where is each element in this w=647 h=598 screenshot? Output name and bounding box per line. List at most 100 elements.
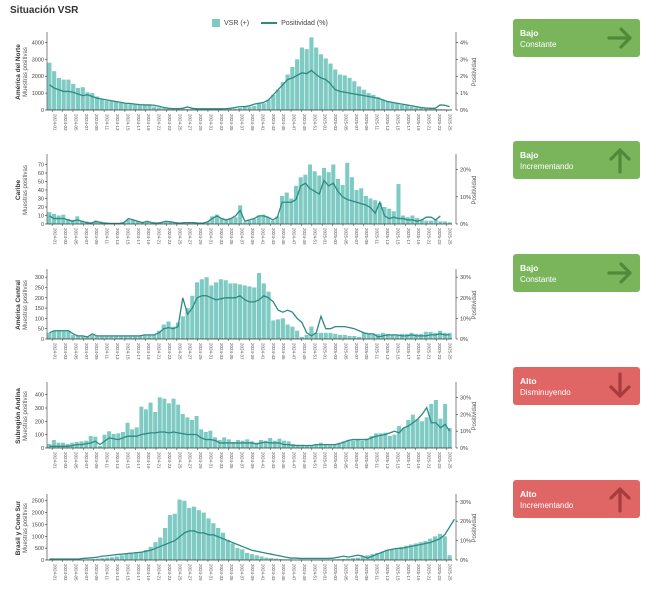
x-tick-label: 2024-03 bbox=[63, 114, 68, 131]
x-tick-label: 2024-07 bbox=[84, 114, 89, 131]
y-tick-label: 300 bbox=[35, 275, 44, 281]
x-tick-label: 2024-37 bbox=[240, 228, 245, 245]
bar bbox=[187, 508, 191, 560]
x-tick-label: 2024-15 bbox=[125, 114, 130, 131]
y-axis-label: Muestras positivas bbox=[23, 47, 29, 97]
x-tick-label: 2024-25 bbox=[177, 228, 182, 245]
x-tick-label: 2024-41 bbox=[260, 114, 265, 131]
bar bbox=[153, 542, 157, 560]
x-tick-label: 2024-37 bbox=[240, 114, 245, 131]
x-tick-label: 2024-27 bbox=[188, 114, 193, 131]
bar bbox=[104, 101, 108, 110]
bar bbox=[233, 283, 237, 339]
bar bbox=[364, 196, 368, 224]
bar bbox=[200, 279, 204, 339]
bar bbox=[124, 554, 128, 560]
x-tick-label: 2024-47 bbox=[292, 343, 297, 360]
bar bbox=[135, 427, 139, 448]
y2-tick-label: 20% bbox=[460, 412, 471, 418]
x-tick-label: 2025-09 bbox=[364, 114, 369, 131]
bar bbox=[181, 316, 185, 339]
bar bbox=[420, 421, 424, 448]
x-tick-label: 2025-25 bbox=[447, 564, 452, 581]
bar bbox=[271, 221, 275, 224]
bar bbox=[319, 54, 323, 110]
x-tick-label: 2024-01 bbox=[53, 343, 58, 360]
x-tick-label: 2025-15 bbox=[395, 228, 400, 245]
y-tick-label: 250 bbox=[35, 285, 44, 291]
bar bbox=[57, 216, 61, 225]
bar bbox=[447, 555, 451, 560]
bar bbox=[352, 336, 356, 339]
y2-tick-label: 3% bbox=[460, 57, 468, 63]
x-tick-label: 2024-41 bbox=[260, 343, 265, 360]
bar bbox=[195, 282, 199, 339]
bar bbox=[333, 334, 337, 339]
bar bbox=[338, 335, 342, 339]
legend-bar-label: VSR (+) bbox=[224, 20, 249, 27]
x-tick-label: 2024-47 bbox=[292, 452, 297, 469]
bar bbox=[205, 277, 209, 339]
x-tick-label: 2024-09 bbox=[94, 228, 99, 245]
x-tick-label: 2024-47 bbox=[292, 564, 297, 581]
x-tick-label: 2024-03 bbox=[63, 228, 68, 245]
x-tick-label: 2024-17 bbox=[136, 564, 141, 581]
x-tick-label: 2025-15 bbox=[395, 114, 400, 131]
x-tick-label: 2025-01 bbox=[323, 343, 328, 360]
x-tick-label: 2025-17 bbox=[406, 228, 411, 245]
x-tick-label: 2024-33 bbox=[219, 228, 224, 245]
status-trend: Constante bbox=[520, 40, 556, 49]
bar bbox=[158, 537, 162, 560]
x-tick-label: 2024-29 bbox=[198, 564, 203, 581]
y-tick-label: 50 bbox=[38, 327, 44, 333]
bar bbox=[409, 107, 413, 110]
x-tick-label: 2024-01 bbox=[53, 452, 58, 469]
y2-tick-label: 0% bbox=[460, 337, 468, 343]
x-tick-label: 2024-31 bbox=[209, 452, 214, 469]
x-tick-label: 2024-43 bbox=[271, 114, 276, 131]
bar bbox=[347, 336, 351, 339]
status-trend: Incrementando bbox=[520, 501, 573, 510]
x-tick-label: 2024-37 bbox=[240, 343, 245, 360]
y2-tick-label: 0% bbox=[460, 222, 468, 228]
bar bbox=[424, 221, 428, 224]
x-tick-label: 2024-13 bbox=[115, 114, 120, 131]
x-tick-label: 2024-07 bbox=[84, 228, 89, 245]
bar bbox=[62, 331, 66, 339]
bar bbox=[395, 103, 399, 110]
bar bbox=[211, 523, 215, 560]
x-tick-label: 2025-03 bbox=[333, 228, 338, 245]
bar bbox=[402, 428, 406, 448]
bar bbox=[385, 551, 389, 560]
x-tick-label: 2024-21 bbox=[157, 114, 162, 131]
x-tick-label: 2024-11 bbox=[105, 452, 110, 469]
x-tick-label: 2024-03 bbox=[63, 564, 68, 581]
x-tick-label: 2025-05 bbox=[344, 114, 349, 131]
bar bbox=[305, 335, 309, 339]
bar bbox=[134, 552, 138, 560]
bar bbox=[231, 543, 235, 560]
x-tick-label: 2024-33 bbox=[219, 452, 224, 469]
x-tick-label: 2024-51 bbox=[312, 564, 317, 581]
bar bbox=[234, 217, 238, 224]
x-tick-label: 2024-43 bbox=[271, 564, 276, 581]
x-tick-label: 2024-05 bbox=[74, 564, 79, 581]
bar bbox=[271, 320, 275, 339]
x-tick-label: 2025-23 bbox=[437, 564, 442, 581]
y2-tick-label: 10% bbox=[460, 429, 471, 435]
y-tick-label: 1000 bbox=[32, 91, 44, 97]
y2-tick-label: 10% bbox=[460, 316, 471, 322]
x-tick-label: 2024-23 bbox=[167, 228, 172, 245]
chart-legend: VSR (+) Positividad (%) bbox=[212, 19, 328, 27]
y-tick-label: 4000 bbox=[32, 40, 44, 46]
y2-tick-label: 30% bbox=[460, 395, 471, 401]
bar bbox=[130, 429, 134, 448]
bar bbox=[328, 333, 332, 339]
x-tick-label: 2024-23 bbox=[167, 343, 172, 360]
x-tick-label: 2024-13 bbox=[115, 564, 120, 581]
x-tick-label: 2025-19 bbox=[416, 114, 421, 131]
bar bbox=[280, 196, 284, 224]
